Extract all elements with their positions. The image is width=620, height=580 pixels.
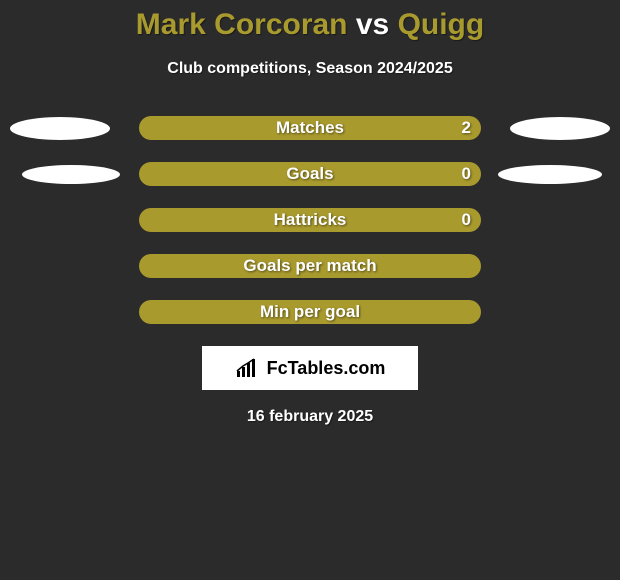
stat-label: Hattricks (274, 210, 347, 230)
vs-text: vs (348, 8, 398, 41)
stat-bar: Min per goal (139, 300, 481, 324)
stat-bar: Matches 2 (139, 116, 481, 140)
source-badge: FcTables.com (202, 346, 418, 390)
stat-value: 0 (462, 164, 471, 184)
chart-icon (235, 357, 261, 379)
left-ellipse (22, 165, 120, 184)
stat-row: Goals 0 (0, 162, 620, 186)
right-ellipse (510, 117, 610, 140)
left-ellipse (10, 117, 110, 140)
stat-bar: Hattricks 0 (139, 208, 481, 232)
right-ellipse (498, 165, 602, 184)
stat-row: Min per goal (0, 300, 620, 324)
stat-value: 0 (462, 210, 471, 230)
stat-bar: Goals 0 (139, 162, 481, 186)
stat-label: Goals (286, 164, 333, 184)
stat-bar: Goals per match (139, 254, 481, 278)
stat-row: Matches 2 (0, 116, 620, 140)
stat-row: Goals per match (0, 254, 620, 278)
stat-value: 2 (462, 118, 471, 138)
stat-label: Goals per match (243, 256, 376, 276)
stat-label: Min per goal (260, 302, 360, 322)
player1-name: Mark Corcoran (136, 8, 348, 41)
footer-date: 16 february 2025 (0, 408, 620, 426)
source-text: FcTables.com (267, 358, 386, 379)
subtitle: Club competitions, Season 2024/2025 (0, 60, 620, 78)
player2-name: Quigg (398, 8, 485, 41)
stat-row: Hattricks 0 (0, 208, 620, 232)
comparison-title: Mark Corcoran vs Quigg (0, 0, 620, 42)
stat-label: Matches (276, 118, 344, 138)
stats-chart: Matches 2 Goals 0 Hattricks 0 Goals per match M… (0, 116, 620, 324)
